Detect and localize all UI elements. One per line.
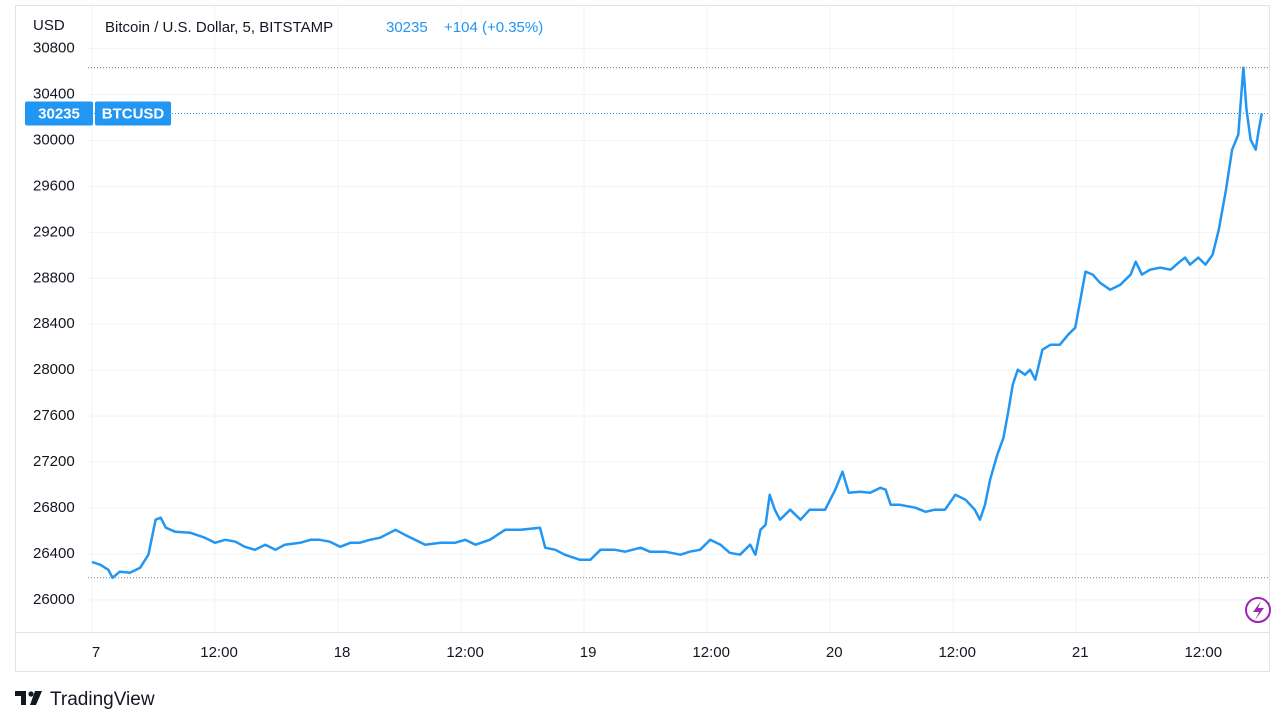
x-tick-label: 12:00 — [938, 644, 976, 661]
chart-title: Bitcoin / U.S. Dollar, 5, BITSTAMP — [105, 19, 333, 36]
x-tick-label: 12:00 — [692, 644, 730, 661]
y-tick-label: 30800 — [33, 40, 75, 57]
y-tick-label: 27200 — [33, 453, 75, 470]
y-tick-label: 30000 — [33, 131, 75, 148]
y-tick-label: 28000 — [33, 361, 75, 378]
x-tick-label: 7 — [92, 644, 100, 661]
x-tick-label: 12:00 — [1185, 644, 1223, 661]
y-tick-label: 26800 — [33, 499, 75, 516]
y-unit: USD — [33, 17, 65, 34]
symbol-badge-label: BTCUSD — [102, 105, 165, 122]
last-price: 30235 — [386, 19, 428, 36]
x-tick-label: 20 — [826, 644, 843, 661]
y-tick-label: 26400 — [33, 545, 75, 562]
price-change: +104 (+0.35%) — [444, 19, 543, 36]
x-tick-label: 21 — [1072, 644, 1089, 661]
plot — [88, 66, 1268, 580]
price-line — [91, 66, 1264, 580]
y-tick-label: 29600 — [33, 177, 75, 194]
x-tick-label: 19 — [580, 644, 597, 661]
x-tick-label: 12:00 — [446, 644, 484, 661]
brand-logo — [15, 691, 42, 705]
y-tick-label: 28800 — [33, 269, 75, 286]
chart-frame — [15, 5, 1270, 672]
y-tick-label: 27600 — [33, 407, 75, 424]
price-badge-label: 30235 — [38, 105, 80, 122]
replay-icon[interactable] — [1245, 597, 1271, 623]
price-badge — [25, 101, 93, 126]
symbol-badge — [95, 101, 171, 126]
y-tick-label: 29200 — [33, 223, 75, 240]
y-tick-label: 28400 — [33, 315, 75, 332]
x-tick-label: 12:00 — [200, 644, 238, 661]
y-tick-label: 26000 — [33, 591, 75, 608]
x-tick-label: 18 — [334, 644, 351, 661]
y-tick-label: 30400 — [33, 86, 75, 103]
grid — [88, 6, 1268, 632]
brand-name: TradingView — [50, 689, 155, 710]
